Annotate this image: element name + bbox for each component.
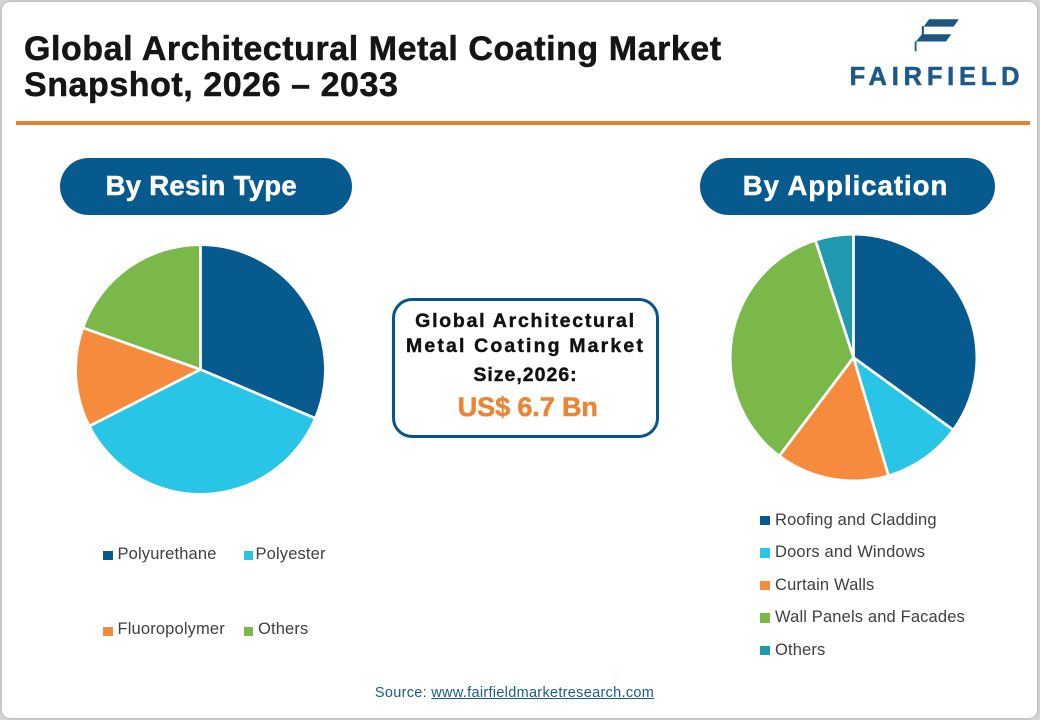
svg-text:FAIRFIELD: FAIRFIELD bbox=[850, 63, 1024, 90]
